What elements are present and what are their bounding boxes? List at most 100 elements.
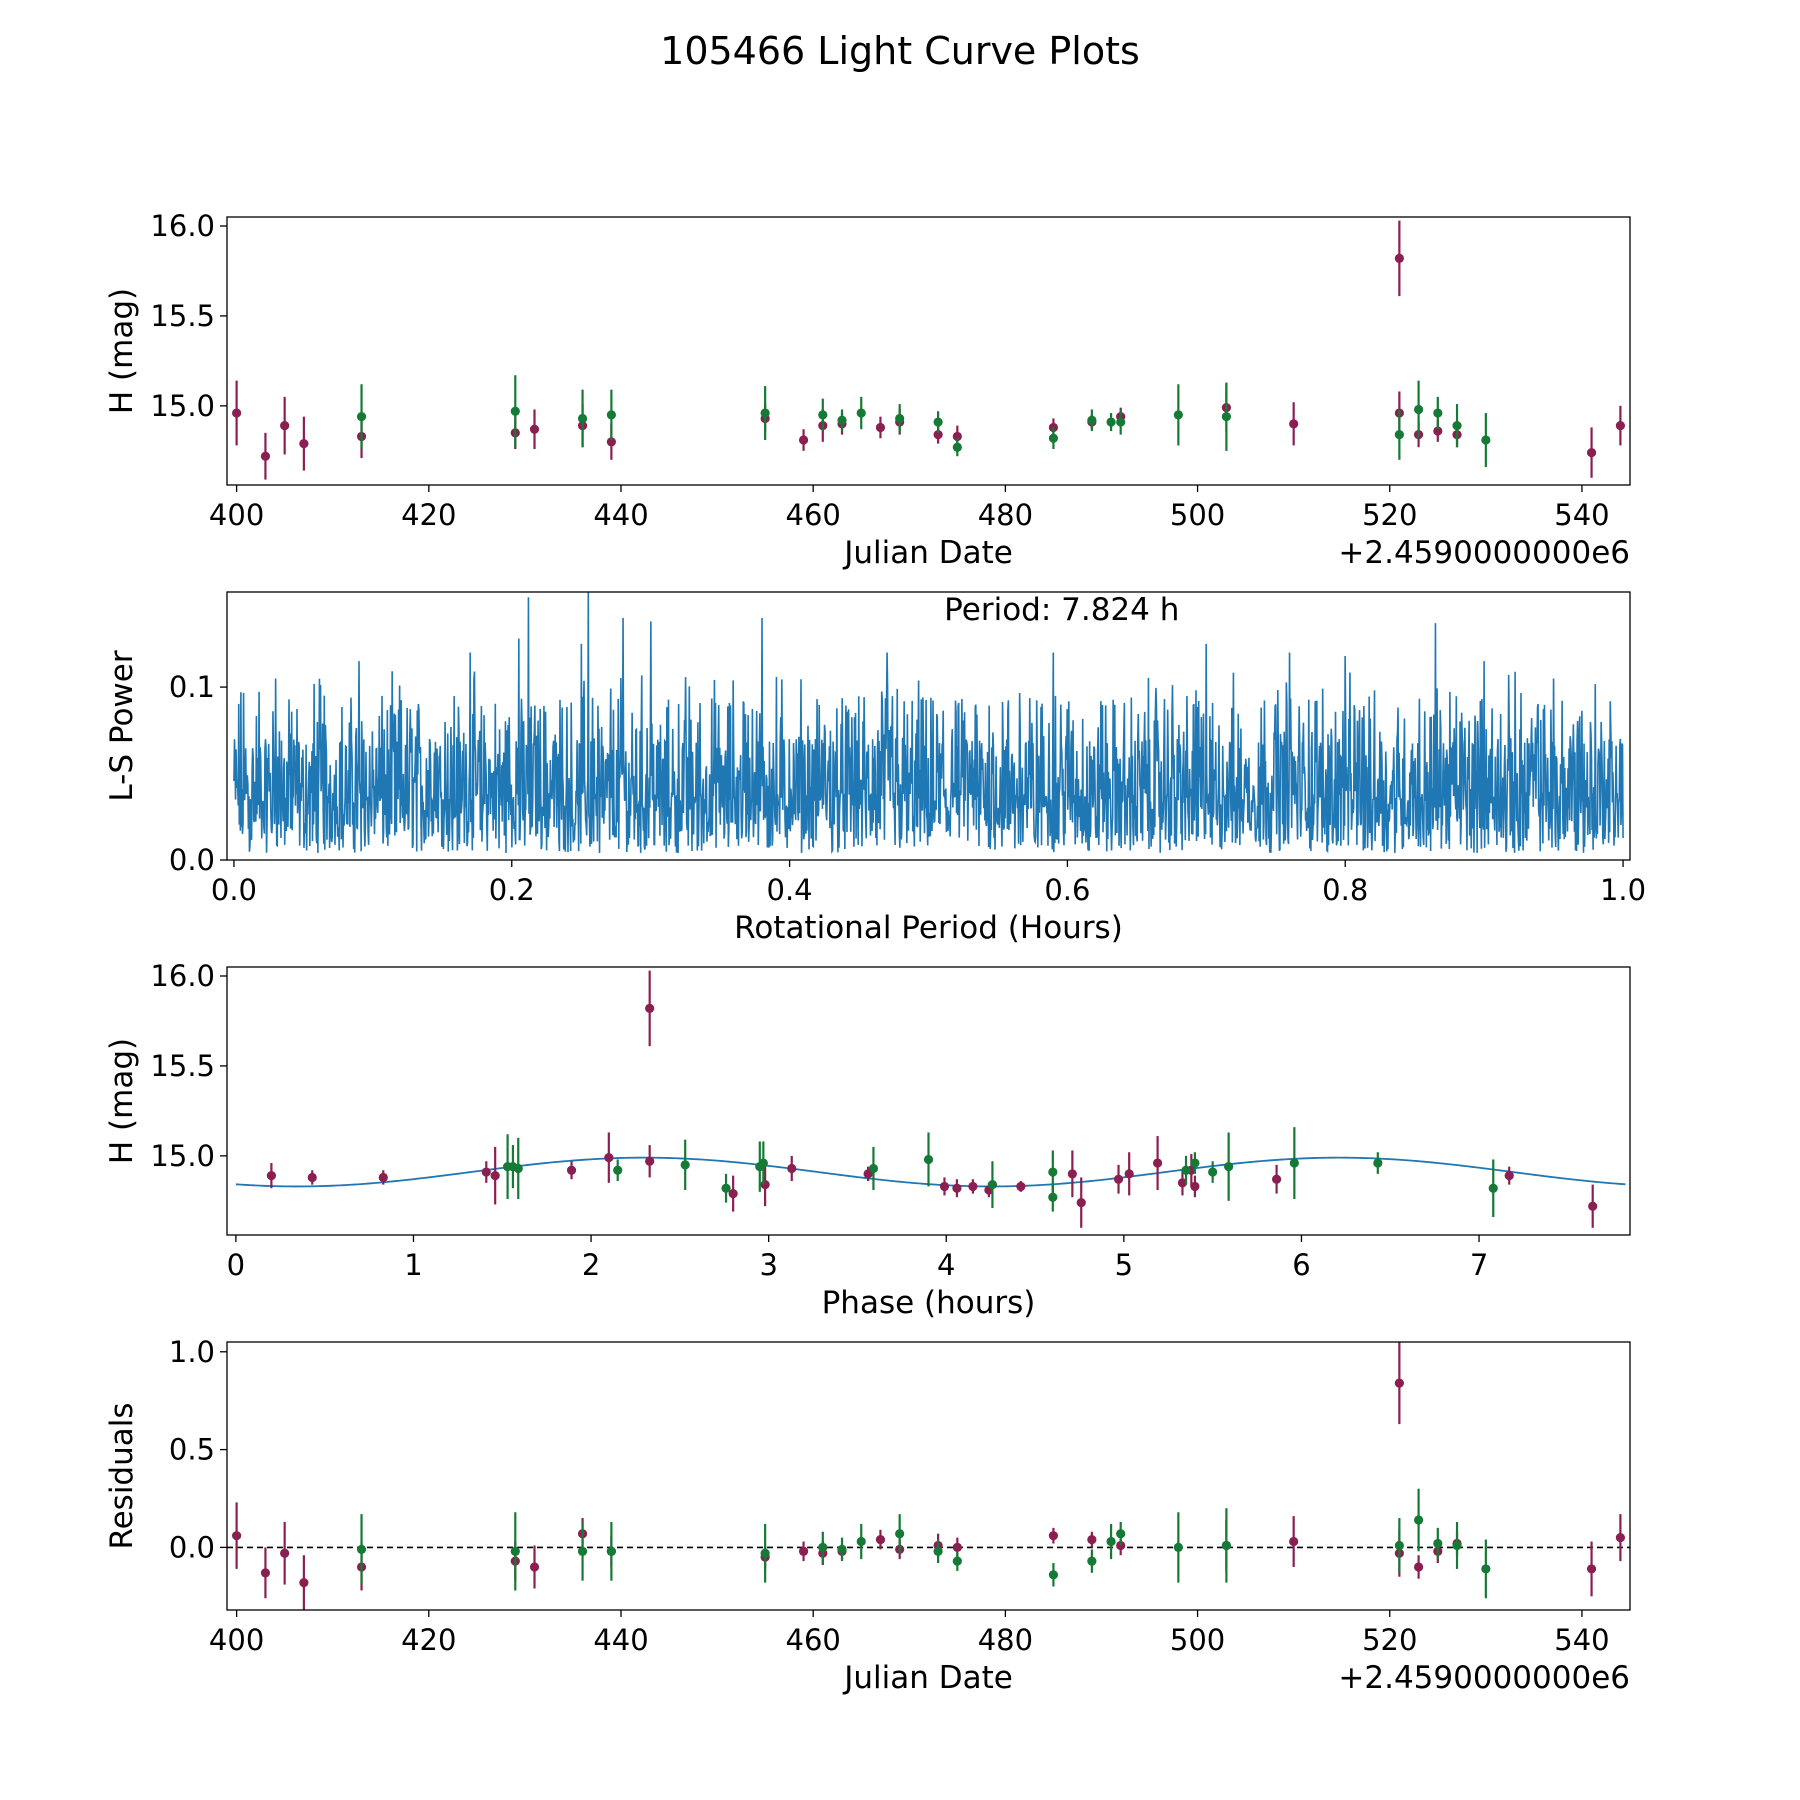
- x-tick-label: 540: [1554, 498, 1609, 532]
- maroon-data-point: [798, 1546, 809, 1556]
- maroon-data-point: [1124, 1169, 1134, 1179]
- x-tick-label: 480: [978, 498, 1033, 532]
- green-data-point: [837, 1544, 847, 1554]
- maroon-data-point: [1076, 1198, 1086, 1208]
- x-tick-label: 500: [1170, 1623, 1225, 1657]
- maroon-data-point: [1271, 1174, 1282, 1184]
- green-data-point: [1048, 433, 1059, 443]
- green-data-point: [818, 410, 828, 420]
- y-axis-label: Residuals: [104, 1402, 140, 1549]
- green-data-point: [1048, 1192, 1058, 1202]
- x-tick-label: 1.0: [1600, 873, 1646, 907]
- maroon-data-point: [952, 1183, 962, 1193]
- x-axis-label: Julian Date: [842, 535, 1013, 571]
- green-data-point: [1394, 430, 1404, 440]
- y-tick-label: 0.0: [169, 1530, 215, 1564]
- maroon-data-point: [1413, 1562, 1424, 1572]
- y-tick-label: 16.0: [150, 209, 215, 243]
- green-data-point: [760, 1548, 770, 1558]
- x-tick-label: 420: [401, 498, 456, 532]
- x-tick-label: 520: [1362, 498, 1417, 532]
- green-data-point: [1433, 1538, 1443, 1549]
- y-tick-label: 15.0: [150, 1139, 215, 1173]
- maroon-data-point: [875, 422, 886, 433]
- green-data-point: [1289, 1158, 1299, 1168]
- maroon-data-point: [645, 1003, 655, 1013]
- green-data-point: [1394, 1540, 1404, 1551]
- x-tick-label: 460: [786, 1623, 841, 1657]
- green-data-point: [856, 408, 866, 418]
- green-data-point: [1048, 1167, 1058, 1177]
- phased-curve-panel: 0 1 2 3 4 5 6 7 15.0 15.5 16.0 Phase (hours) H (mag): [104, 959, 1631, 1321]
- maroon-data-point: [378, 1172, 388, 1183]
- x-tick-label: 2: [582, 1248, 600, 1282]
- maroon-data-point: [1190, 1181, 1200, 1192]
- maroon-data-point: [260, 451, 271, 461]
- y-tick-label: 0.1: [169, 670, 215, 704]
- maroon-data-point: [307, 1172, 317, 1183]
- green-data-point: [1221, 412, 1231, 422]
- x-tick-label: 0: [227, 1248, 245, 1282]
- green-data-point: [510, 1546, 520, 1556]
- maroon-data-point: [606, 437, 616, 447]
- maroon-data-point: [1152, 1158, 1163, 1168]
- green-data-point: [895, 413, 905, 424]
- periodogram-panel: 0.0 0.2 0.4 0.6 0.8 1.0 0.0 0.1 Rotational Perio…: [104, 591, 1646, 946]
- maroon-data-point: [1586, 1564, 1597, 1574]
- maroon-data-point: [1394, 1378, 1404, 1388]
- maroon-data-point: [952, 1542, 962, 1553]
- x-tick-label: 520: [1362, 1623, 1417, 1657]
- model-fit-curve: [235, 1156, 1626, 1188]
- green-data-point: [933, 417, 943, 427]
- green-data-point: [818, 1542, 828, 1553]
- maroon-data-point: [529, 424, 540, 434]
- x-tick-label: 440: [593, 498, 648, 532]
- green-data-point: [952, 1556, 962, 1566]
- green-data-point: [923, 1154, 934, 1165]
- x-tick-label: 5: [1115, 1248, 1133, 1282]
- maroon-data-point: [280, 421, 290, 431]
- maroon-data-point: [1394, 253, 1404, 263]
- green-data-point: [1173, 410, 1183, 420]
- green-data-point: [356, 1544, 367, 1554]
- green-data-point: [1190, 1158, 1200, 1168]
- y-axis-label: L-S Power: [104, 650, 140, 801]
- axes-frame: [226, 1341, 1631, 1611]
- y-tick-label: 16.0: [150, 959, 215, 993]
- x-tick-label: 500: [1170, 498, 1225, 532]
- x-tick-label: 0.2: [489, 873, 535, 907]
- maroon-data-point: [1087, 1534, 1097, 1545]
- x-axis-label: Rotational Period (Hours): [734, 910, 1123, 946]
- green-data-point: [1488, 1183, 1498, 1193]
- x-tick-label: 3: [759, 1248, 777, 1282]
- green-data-point: [1481, 1564, 1491, 1574]
- green-data-point: [510, 406, 520, 416]
- green-data-point: [1452, 1540, 1462, 1551]
- maroon-data-point: [728, 1189, 738, 1199]
- maroon-data-point: [1289, 419, 1299, 429]
- maroon-data-point: [1177, 1178, 1188, 1188]
- figure-title: 105466 Light Curve Plots: [660, 29, 1140, 73]
- maroon-data-point: [1433, 426, 1443, 436]
- maroon-data-point: [529, 1562, 540, 1572]
- x-tick-label: 1: [404, 1248, 422, 1282]
- maroon-data-point: [232, 1531, 242, 1541]
- green-data-point: [868, 1163, 879, 1174]
- y-tick-label: 1.0: [169, 1335, 215, 1369]
- maroon-data-point: [604, 1153, 614, 1163]
- green-data-point: [1116, 1529, 1126, 1539]
- x-tick-label: 0.0: [211, 873, 257, 907]
- green-data-point: [1181, 1165, 1191, 1175]
- green-data-point: [1106, 1536, 1116, 1547]
- green-data-point: [758, 1158, 768, 1168]
- x-tick-label: 440: [593, 1623, 648, 1657]
- maroon-data-point: [481, 1167, 491, 1177]
- maroon-data-point: [645, 1156, 655, 1166]
- green-data-point: [933, 1546, 943, 1556]
- x-tick-label: 0.4: [767, 873, 813, 907]
- green-data-point: [577, 413, 588, 424]
- green-data-point: [1106, 417, 1116, 427]
- maroon-data-point: [1048, 1531, 1059, 1541]
- green-data-point: [1413, 1515, 1424, 1525]
- lightcurve-panel: 400 420 440 460 480 500 520 540 15.0 15.5 16.0 Juli…: [104, 209, 1631, 571]
